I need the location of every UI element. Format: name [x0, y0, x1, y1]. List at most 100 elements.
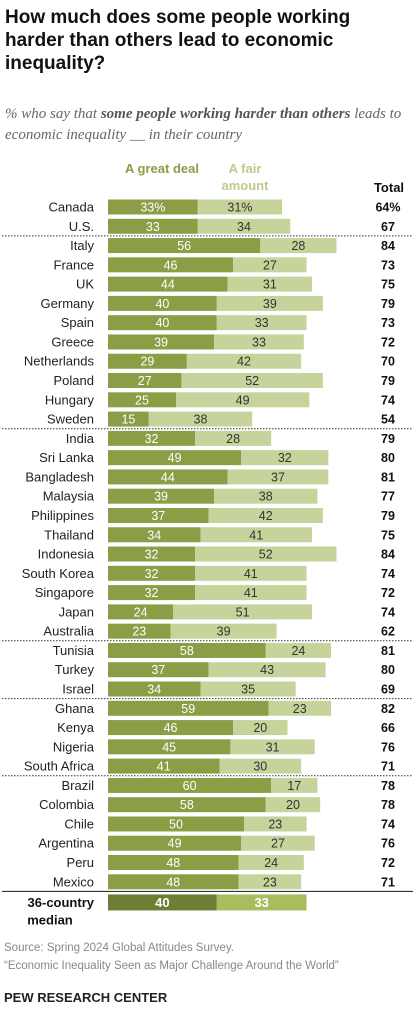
- category-label-south-korea: South Korea: [22, 566, 95, 581]
- category-label-sri-lanka: Sri Lanka: [39, 450, 95, 465]
- bar-fair-amount-peru: [238, 855, 304, 871]
- bar-fair-amount-hungary: [176, 392, 310, 408]
- bar-fair-amount-australia: [170, 623, 277, 639]
- value-total-nigeria: 76: [381, 740, 395, 754]
- value-great-deal-netherlands: 29: [140, 355, 154, 369]
- bar-great-deal-south-korea: [108, 565, 196, 581]
- bar-fair-amount-chile: [244, 816, 307, 832]
- bar-great-deal-spain: [108, 315, 217, 331]
- value-fair-amount-u-s: 34: [237, 220, 251, 234]
- bar-fair-amount-median: [216, 894, 307, 911]
- value-total-south-africa: 71: [381, 760, 395, 774]
- bar-great-deal-ghana: [108, 700, 269, 716]
- bar-great-deal-turkey: [108, 662, 209, 678]
- bar-great-deal-india: [108, 430, 196, 446]
- value-great-deal-singapore: 32: [145, 586, 159, 600]
- bar-great-deal-indonesia: [108, 546, 196, 562]
- value-fair-amount-malaysia: 38: [259, 490, 273, 504]
- bar-fair-amount-france: [233, 257, 307, 273]
- value-total-chile: 74: [381, 817, 395, 831]
- value-great-deal-canada: 33%: [140, 201, 165, 215]
- subtitle-bold: some people working harder than others: [100, 106, 351, 122]
- bar-great-deal-canada: [108, 199, 198, 215]
- value-fair-amount-japan: 51: [236, 605, 250, 619]
- value-total-netherlands: 70: [381, 355, 395, 369]
- bar-great-deal-colombia: [108, 797, 266, 813]
- bar-fair-amount-south-africa: [219, 758, 302, 774]
- bar-fair-amount-bangladesh: [227, 469, 329, 485]
- value-total-u-s: 67: [381, 220, 395, 234]
- category-label-kenya: Kenya: [57, 720, 95, 735]
- bar-great-deal-italy: [108, 238, 261, 254]
- category-label-netherlands: Netherlands: [24, 354, 95, 369]
- value-great-deal-poland: 27: [138, 374, 152, 388]
- value-great-deal-chile: 50: [169, 817, 183, 831]
- bar-fair-amount-canada: [197, 199, 283, 215]
- value-total-thailand: 75: [381, 528, 395, 542]
- value-total-sri-lanka: 80: [381, 451, 395, 465]
- bar-great-deal-singapore: [108, 585, 196, 601]
- value-great-deal-ghana: 59: [181, 702, 195, 716]
- value-fair-amount-india: 28: [226, 432, 240, 446]
- value-total-israel: 69: [381, 683, 395, 697]
- bar-fair-amount-u-s: [197, 218, 291, 234]
- value-fair-amount-italy: 28: [291, 239, 305, 253]
- value-total-turkey: 80: [381, 663, 395, 677]
- value-great-deal-germany: 40: [155, 297, 169, 311]
- bar-fair-amount-philippines: [208, 507, 323, 523]
- value-fair-amount-germany: 39: [263, 297, 277, 311]
- value-total-italy: 84: [381, 239, 395, 253]
- bar-fair-amount-germany: [216, 295, 323, 311]
- value-great-deal-colombia: 58: [180, 798, 194, 812]
- category-label-malaysia: Malaysia: [43, 489, 95, 504]
- subtitle-pre: % who say that: [5, 106, 101, 122]
- bar-great-deal-sweden: [108, 411, 149, 427]
- value-total-indonesia: 84: [381, 548, 395, 562]
- category-label-mexico: Mexico: [53, 874, 94, 889]
- value-great-deal-sweden: 15: [121, 413, 135, 427]
- category-label-nigeria: Nigeria: [53, 739, 95, 754]
- legend-total: Total: [373, 180, 405, 195]
- category-label-australia: Australia: [43, 624, 94, 639]
- value-fair-amount-bangladesh: 37: [271, 470, 285, 484]
- category-label-france: France: [54, 257, 94, 272]
- value-total-hungary: 74: [381, 393, 395, 407]
- bar-fair-amount-nigeria: [230, 739, 315, 755]
- bar-great-deal-hungary: [108, 392, 176, 408]
- value-great-deal-tunisia: 58: [180, 644, 194, 658]
- value-fair-amount-turkey: 43: [260, 663, 274, 677]
- category-label-u-s: U.S.: [69, 219, 94, 234]
- bar-great-deal-japan: [108, 604, 174, 620]
- value-fair-amount-thailand: 41: [249, 528, 263, 542]
- bar-great-deal-philippines: [108, 507, 209, 523]
- bar-fair-amount-india: [195, 430, 272, 446]
- bar-fair-amount-netherlands: [186, 353, 302, 369]
- category-label-colombia: Colombia: [39, 797, 95, 812]
- value-fair-amount-netherlands: 42: [237, 355, 251, 369]
- report-title: “Economic Inequality Seen as Major Chall…: [4, 960, 339, 972]
- category-label-south-africa: South Africa: [24, 759, 95, 774]
- value-total-ghana: 82: [381, 702, 395, 716]
- bar-great-deal-israel: [108, 681, 201, 697]
- bar-fair-amount-argentina: [241, 835, 315, 851]
- bar-great-deal-u-s: [108, 218, 198, 234]
- value-total-brazil: 78: [381, 779, 395, 793]
- bar-great-deal-australia: [108, 623, 171, 639]
- value-great-deal-hungary: 25: [135, 393, 149, 407]
- value-total-canada: 64%: [375, 201, 400, 215]
- category-label-chile: Chile: [64, 816, 94, 831]
- bar-great-deal-kenya: [108, 720, 234, 736]
- category-label-turkey: Turkey: [55, 662, 95, 677]
- value-great-deal-malaysia: 39: [154, 490, 168, 504]
- value-total-kenya: 66: [381, 721, 395, 735]
- value-great-deal-france: 46: [164, 258, 178, 272]
- bar-great-deal-netherlands: [108, 353, 187, 369]
- value-total-india: 79: [381, 432, 395, 446]
- bar-great-deal-malaysia: [108, 488, 215, 504]
- value-great-deal-indonesia: 32: [145, 548, 159, 562]
- value-fair-amount-median: 33: [254, 895, 268, 910]
- value-total-tunisia: 81: [381, 644, 395, 658]
- bar-great-deal-argentina: [108, 835, 242, 851]
- value-great-deal-greece: 39: [154, 335, 168, 349]
- category-label-brazil: Brazil: [61, 778, 94, 793]
